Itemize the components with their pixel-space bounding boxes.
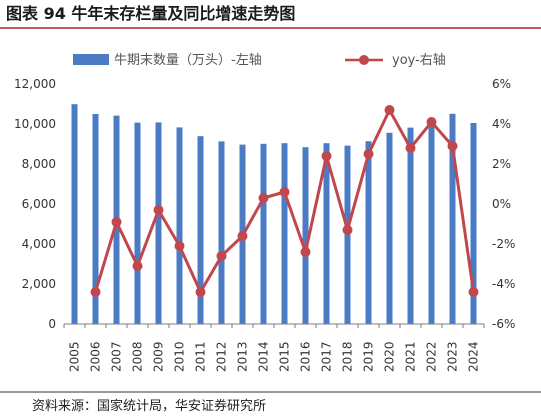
y-left-tick-label: 0	[48, 317, 56, 331]
yoy-point	[237, 231, 248, 241]
yoy-point	[195, 287, 206, 297]
yoy-point	[342, 225, 353, 235]
x-tick-label: 2024	[467, 341, 481, 372]
y-left-tick-label: 12,000	[14, 77, 56, 91]
x-tick-label: 2010	[173, 341, 187, 372]
yoy-point	[468, 287, 479, 297]
bar	[260, 143, 267, 324]
yoy-point	[216, 251, 227, 261]
yoy-point	[153, 205, 164, 215]
x-tick-label: 2005	[68, 341, 82, 372]
legend-bar-label: 牛期末数量（万头）-左轴	[114, 53, 262, 68]
yoy-point	[279, 187, 290, 197]
bar	[197, 136, 204, 324]
yoy-point	[174, 241, 185, 251]
yoy-point	[447, 141, 458, 151]
bar	[155, 122, 162, 325]
yoy-point	[90, 287, 101, 297]
x-tick-label: 2018	[341, 341, 355, 372]
x-tick-label: 2017	[320, 341, 334, 372]
bar	[365, 141, 372, 324]
yoy-point	[111, 217, 122, 227]
x-tick-label: 2023	[446, 341, 460, 372]
yoy-point	[300, 247, 311, 257]
y-right-tick-label: 0%	[492, 197, 511, 211]
yoy-point	[363, 149, 374, 159]
bar	[470, 123, 477, 324]
bar	[323, 143, 330, 324]
plot-area: 0 2,000 4,000 6,000 8,000 10,000 12,000 -6% -4% -…	[14, 77, 515, 372]
yoy-point	[426, 117, 437, 127]
y-left-tick-label: 4,000	[22, 237, 56, 251]
x-tick-label: 2022	[425, 341, 439, 372]
bar	[176, 127, 183, 325]
y-right-tick-label: -2%	[492, 237, 515, 251]
x-tick-label: 2014	[257, 341, 271, 372]
bar	[407, 127, 414, 324]
source-note: 资料来源：国家统计局，华安证券研究所	[32, 398, 266, 414]
legend-line-label: yoy-右轴	[392, 53, 446, 68]
chart-title: 图表 94 牛年末存栏量及同比增速走势图	[6, 4, 295, 23]
bar	[386, 132, 393, 324]
x-tick-label: 2009	[152, 341, 166, 372]
y-left-tick-label: 8,000	[22, 157, 56, 171]
x-tick-label: 2006	[89, 341, 103, 372]
bar	[92, 114, 99, 324]
bar	[218, 141, 225, 324]
y-left-tick-label: 2,000	[22, 277, 56, 291]
y-right-tick-label: -6%	[492, 317, 515, 331]
legend-line-marker	[359, 55, 369, 65]
x-tick-label: 2013	[236, 341, 250, 372]
bar	[71, 104, 78, 324]
x-tick-label: 2011	[194, 341, 208, 372]
y-right-tick-label: -4%	[492, 277, 515, 291]
x-tick-label: 2008	[131, 341, 145, 372]
bar	[428, 119, 435, 324]
bar	[449, 113, 456, 324]
bar	[281, 143, 288, 324]
x-tick-label: 2021	[404, 341, 418, 372]
y-left-tick-label: 6,000	[22, 197, 56, 211]
yoy-point	[258, 193, 269, 203]
legend-bar-swatch	[73, 54, 109, 65]
x-tick-label: 2016	[299, 341, 313, 372]
yoy-point	[132, 261, 143, 271]
y-left-tick-label: 10,000	[14, 117, 56, 131]
yoy-point	[321, 151, 332, 161]
yoy-point	[405, 143, 416, 153]
x-tick-label: 2015	[278, 341, 292, 372]
legend: 牛期末数量（万头）-左轴 yoy-右轴	[73, 53, 446, 68]
y-right-tick-label: 6%	[492, 77, 511, 91]
bar	[302, 147, 309, 324]
x-tick-label: 2020	[383, 341, 397, 372]
yoy-point	[384, 105, 395, 115]
bar	[134, 122, 141, 324]
y-right-tick-label: 4%	[492, 117, 511, 131]
x-tick-label: 2019	[362, 341, 376, 372]
x-tick-label: 2007	[110, 341, 124, 372]
x-tick-label: 2012	[215, 341, 229, 372]
y-right-tick-label: 2%	[492, 157, 511, 171]
